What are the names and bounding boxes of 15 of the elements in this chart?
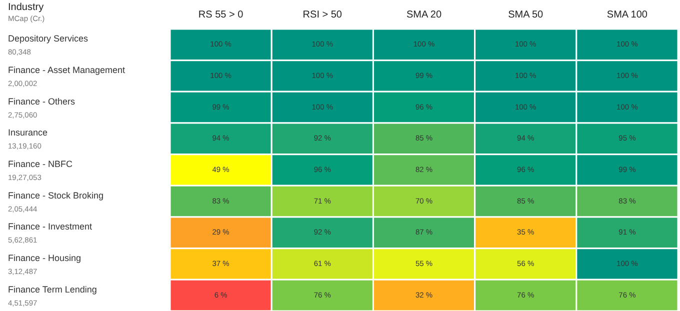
x-tick-label: RSI > 50 (302, 10, 342, 20)
y-tick-label: Finance - Stock Broking (8, 190, 104, 200)
x-tick-label: SMA 100 (606, 10, 648, 20)
y-tick-label: Finance - Asset Management (8, 65, 126, 75)
x-tick-label: RS 55 > 0 (198, 10, 244, 20)
y-tick-label: Finance Term Lending (8, 284, 97, 294)
x-tick-label: SMA 50 (508, 10, 544, 20)
y-tick-label: Depository Services (8, 34, 89, 44)
y-tick-label: Insurance (8, 128, 48, 138)
y-tick-label: Finance - NBFC (8, 159, 74, 169)
x-tick-label: SMA 20 (406, 10, 442, 20)
y-axis-title: Industry (8, 2, 44, 13)
y-tick-label: Finance - Housing (8, 253, 82, 263)
y-tick-label: Finance - Investment (8, 222, 93, 232)
y-tick-label: Finance - Others (8, 96, 76, 106)
